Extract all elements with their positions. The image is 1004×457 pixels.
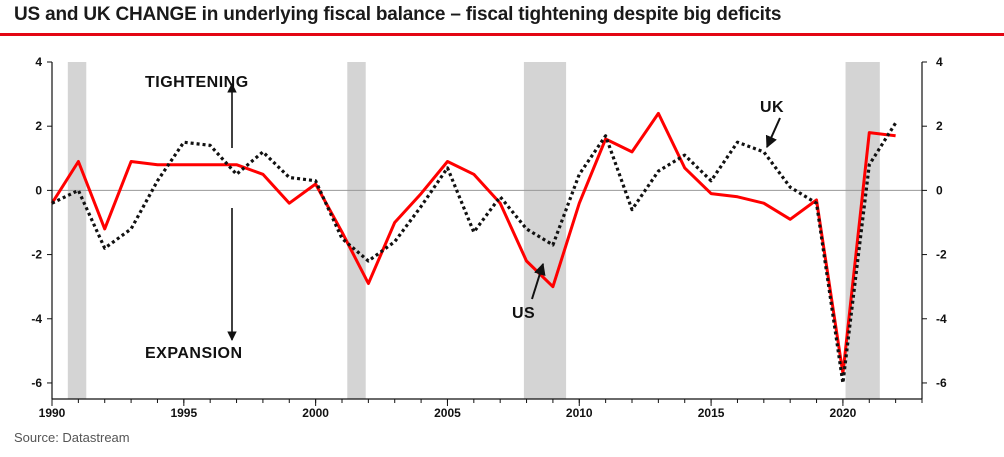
y-tick-label-right-3: -2 bbox=[936, 248, 947, 262]
annotation-uk: UK bbox=[760, 99, 784, 116]
recession-band-0 bbox=[67, 62, 87, 399]
y-tick-label-right-4: -4 bbox=[936, 312, 947, 326]
source-note: Source: Datastream bbox=[14, 430, 130, 445]
page-title: US and UK CHANGE in underlying fiscal ba… bbox=[14, 4, 782, 25]
x-tick-label-6: 2020 bbox=[830, 406, 857, 420]
us-arrow bbox=[531, 262, 546, 300]
y-tick-label-right-2: 0 bbox=[936, 183, 943, 197]
y-tick-label-left-3: -2 bbox=[31, 248, 42, 262]
x-tick-label-5: 2015 bbox=[698, 406, 725, 420]
y-tick-label-left-1: 2 bbox=[35, 119, 42, 133]
annotation-expansion: EXPANSION bbox=[145, 345, 243, 362]
x-tick-label-4: 2010 bbox=[566, 406, 593, 420]
y-tick-label-left-5: -6 bbox=[31, 376, 42, 390]
y-tick-label-right-0: 4 bbox=[936, 55, 943, 69]
series-line-uk bbox=[51, 122, 897, 385]
x-tick-label-1: 1995 bbox=[170, 406, 197, 420]
y-tick-label-left-2: 0 bbox=[35, 183, 42, 197]
x-tick-label-2: 2000 bbox=[302, 406, 329, 420]
fiscal-balance-chart: 4 4 2 2 0 0 -2 -2 -4 -4 -6 -6 1990 1995 2000 2005 2010 20… bbox=[31, 55, 947, 420]
y-tick-label-left-0: 4 bbox=[35, 55, 42, 69]
recession-band-2 bbox=[523, 62, 567, 399]
y-tick-label-right-1: 2 bbox=[936, 119, 943, 133]
title-underline bbox=[0, 33, 1004, 36]
recession-band-1 bbox=[347, 62, 366, 399]
uk-arrow bbox=[765, 117, 781, 149]
annotation-us: US bbox=[512, 305, 535, 322]
annotation-tightening: TIGHTENING bbox=[145, 74, 249, 91]
y-tick-label-right-5: -6 bbox=[936, 376, 947, 390]
x-tick-label-3: 2005 bbox=[434, 406, 461, 420]
x-tick-label-0: 1990 bbox=[39, 406, 66, 420]
series-line-us bbox=[50, 111, 896, 375]
y-tick-label-left-4: -4 bbox=[31, 312, 42, 326]
